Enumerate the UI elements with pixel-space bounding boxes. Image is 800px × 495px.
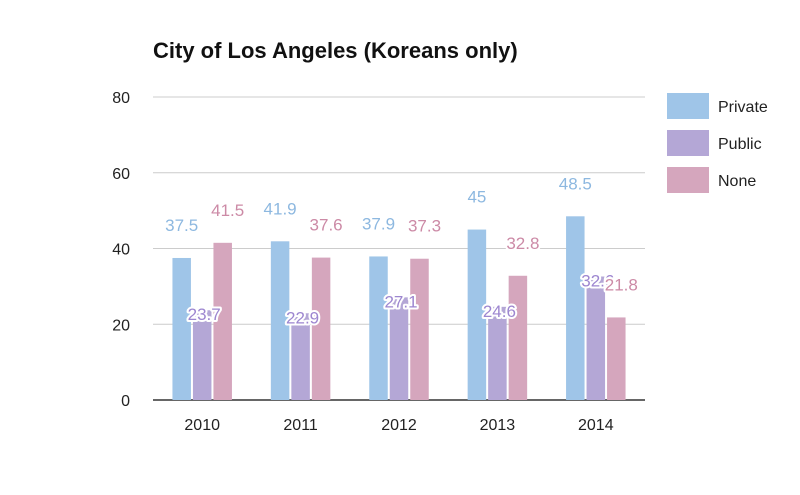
- y-axis-ticks: 0 20 40 60 80: [112, 90, 130, 410]
- data-label-none-2013: 32.8: [506, 234, 539, 253]
- y-tick-label: 40: [112, 242, 130, 259]
- data-label-public-2013: 24.6: [483, 302, 516, 321]
- bar-private-2010: [172, 257, 191, 400]
- bar-none-2010: [213, 242, 232, 400]
- data-labels: 37.5 23.7 41.5 41.9 22.9 37.6 37.9 27.1 37.3 45 24…: [163, 172, 640, 329]
- legend-swatch-private: [667, 93, 709, 119]
- legend-swatch-public: [667, 130, 709, 156]
- legend-label-private: Private: [718, 99, 768, 116]
- bar-none-2014: [607, 317, 626, 400]
- bar-public-2012: [389, 297, 409, 400]
- data-label-public-2011: 22.9: [286, 308, 319, 327]
- data-label-private-2012: 37.9: [362, 214, 395, 233]
- legend-swatch-none: [667, 167, 709, 193]
- bar-public-2010: [192, 310, 212, 400]
- x-tick-label: 2011: [283, 417, 318, 434]
- bar-public-2013: [488, 306, 507, 400]
- bar-public-2014: [586, 276, 606, 400]
- bar-private-2011: [270, 241, 290, 400]
- data-label-none-2012: 37.3: [408, 217, 441, 236]
- data-label-public-2012: 27.1: [384, 292, 417, 311]
- bar-private-2012: [369, 256, 388, 400]
- bar-private-2014: [566, 216, 585, 400]
- y-tick-label: 80: [112, 90, 130, 107]
- bar-none-2013: [508, 275, 528, 400]
- data-label-private-2013: 45: [467, 188, 486, 207]
- data-label-public-2010: 23.7: [188, 305, 221, 324]
- y-tick-label: 0: [121, 393, 130, 410]
- legend-label-public: Public: [718, 136, 762, 153]
- x-axis-ticks: 2010 2011 2012 2013 2014: [184, 417, 613, 434]
- bars: [172, 216, 626, 400]
- y-tick-label: 60: [112, 166, 130, 183]
- chart-title: City of Los Angeles (Koreans only): [153, 38, 518, 63]
- x-tick-label: 2013: [480, 417, 516, 434]
- data-label-none-2014: 21.8: [605, 275, 638, 294]
- x-tick-label: 2012: [381, 417, 417, 434]
- bar-none-2011: [311, 257, 331, 400]
- x-tick-label: 2010: [184, 417, 220, 434]
- data-label-public-2014: 32.6: [581, 272, 614, 291]
- data-label-none-2011: 37.6: [310, 216, 343, 235]
- data-label-private-2010: 37.5: [165, 216, 198, 235]
- bar-public-2011: [291, 313, 310, 400]
- bar-none-2012: [410, 258, 429, 400]
- legend: Private Public None: [667, 93, 768, 193]
- data-label-none-2010: 41.5: [211, 201, 244, 220]
- bar-private-2013: [467, 229, 487, 400]
- data-label-private-2011: 41.9: [264, 199, 297, 218]
- x-tick-label: 2014: [578, 417, 614, 434]
- y-tick-label: 20: [112, 317, 130, 334]
- legend-label-none: None: [718, 173, 756, 190]
- data-label-private-2014: 48.5: [559, 174, 592, 193]
